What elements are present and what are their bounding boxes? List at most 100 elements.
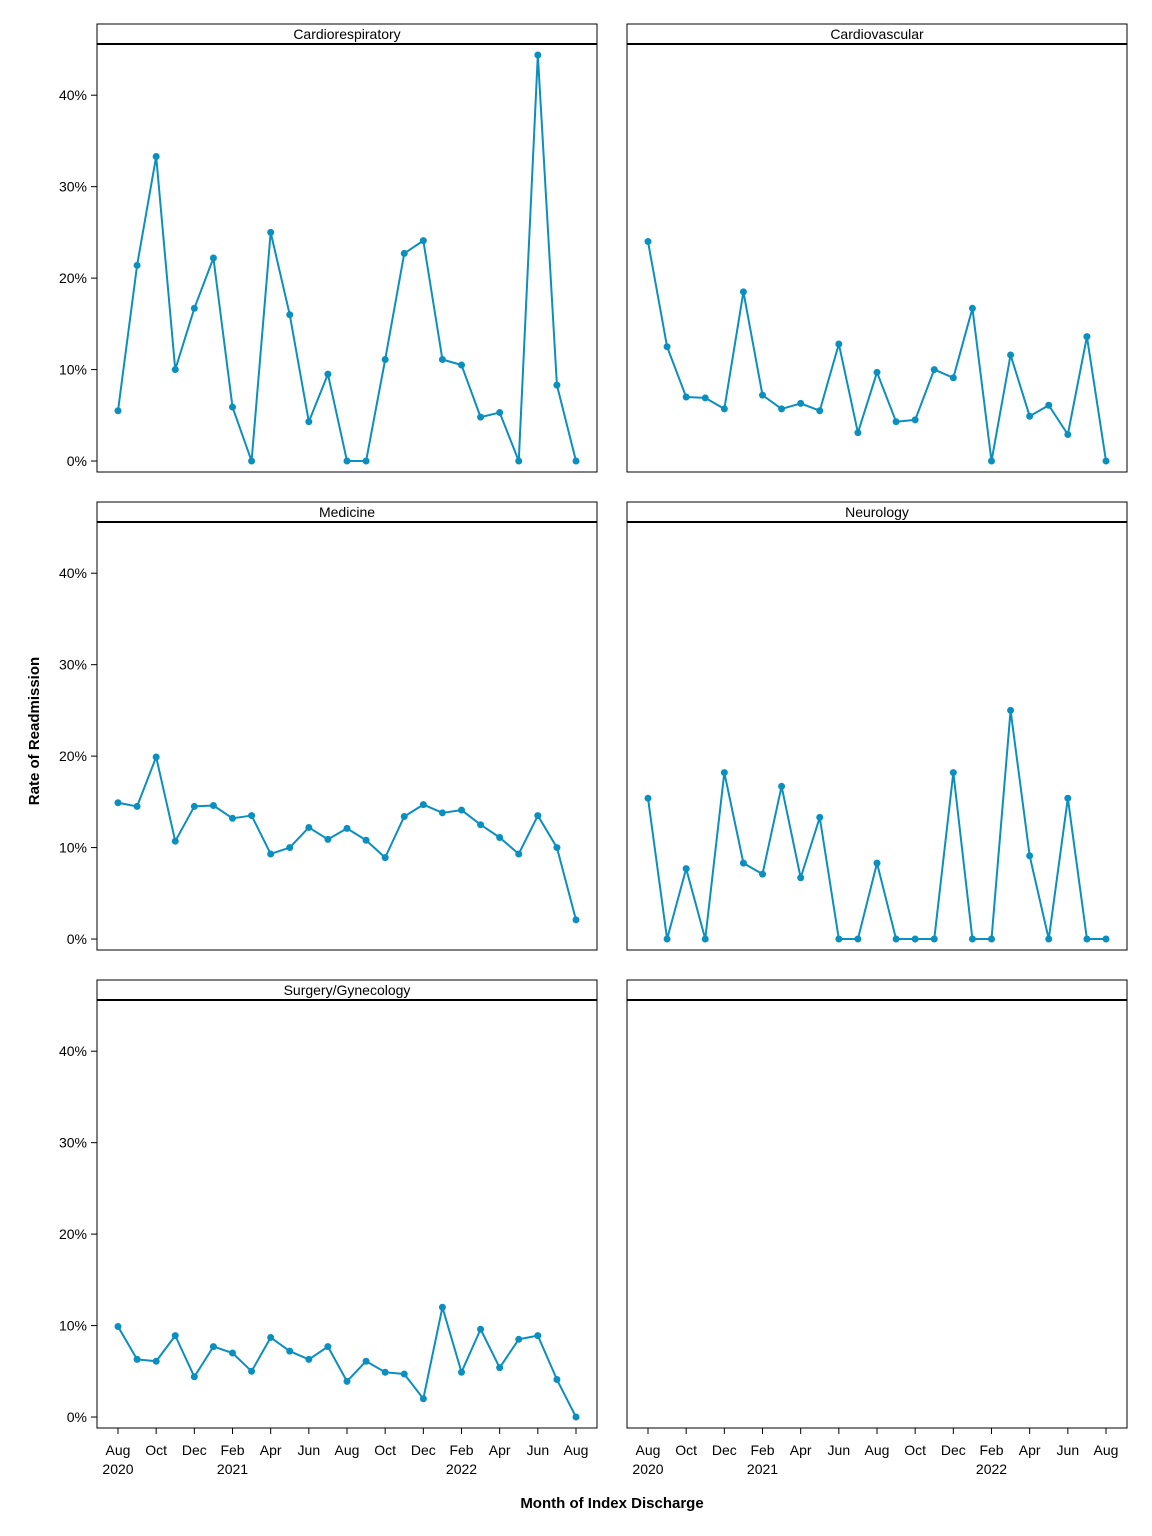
- data-point: [739, 288, 747, 296]
- panels-layer: Cardiorespiratory 0% 10% 20% 30% 40% Cardiovas…: [59, 23, 1128, 1477]
- y-tick-label: 10%: [59, 840, 87, 856]
- data-point: [171, 366, 179, 374]
- x-tick-label: Apr: [489, 1442, 511, 1458]
- data-point: [152, 1357, 160, 1365]
- data-point: [534, 812, 542, 820]
- data-point: [759, 391, 766, 399]
- x-tick-label: Dec: [411, 1442, 436, 1458]
- panel-frame: [626, 43, 1128, 473]
- x-tick-label: Feb: [750, 1442, 774, 1458]
- panel-1: Cardiorespiratory 0% 10% 20% 30% 40%: [59, 23, 598, 473]
- data-point: [496, 409, 504, 417]
- data-point: [248, 812, 256, 820]
- data-point: [400, 812, 408, 820]
- data-point: [419, 1395, 427, 1403]
- x-tick-label: Jun: [828, 1442, 851, 1458]
- x-tick-label: Aug: [106, 1442, 131, 1458]
- x-tick-label: Dec: [941, 1442, 966, 1458]
- data-point: [209, 802, 217, 810]
- panel-title: Cardiovascular: [830, 26, 924, 42]
- data-point: [152, 753, 160, 761]
- data-point: [892, 935, 900, 943]
- y-tick-label: 30%: [59, 657, 87, 673]
- data-point: [968, 304, 976, 312]
- data-point: [1064, 431, 1072, 439]
- y-tick-label: 10%: [59, 1318, 87, 1334]
- data-point: [572, 1413, 580, 1421]
- y-tick-label: 30%: [59, 1135, 87, 1151]
- series-line: [117, 756, 577, 921]
- data-point: [663, 935, 671, 943]
- data-point: [362, 836, 370, 844]
- data-point: [343, 1377, 351, 1385]
- data-point: [720, 769, 728, 777]
- data-point: [248, 457, 256, 465]
- data-point: [324, 835, 332, 843]
- data-point: [381, 1368, 389, 1376]
- data-point: [682, 865, 690, 873]
- series-line: [117, 53, 577, 463]
- x-tick-label: Aug: [636, 1442, 661, 1458]
- data-point: [114, 1322, 122, 1330]
- y-tick-label: 0%: [67, 1409, 87, 1425]
- panel-4: Neurology: [626, 501, 1128, 951]
- x-tick-label: Jun: [527, 1442, 550, 1458]
- data-point: [797, 874, 805, 882]
- data-point: [133, 261, 141, 269]
- data-point: [438, 356, 446, 364]
- data-point: [515, 850, 523, 858]
- series-line: [647, 709, 1106, 941]
- y-tick-label: 40%: [59, 87, 87, 103]
- data-point: [190, 304, 198, 312]
- series-line: [117, 1306, 577, 1418]
- data-point: [190, 1373, 198, 1381]
- data-point: [701, 935, 709, 943]
- panel-title: Surgery/Gynecology: [284, 982, 411, 998]
- data-point: [458, 806, 465, 814]
- data-point: [114, 799, 122, 807]
- x-tick-label: Feb: [220, 1442, 244, 1458]
- data-point: [816, 407, 824, 415]
- data-point: [778, 782, 786, 790]
- data-point: [1007, 706, 1015, 714]
- data-point: [911, 935, 919, 943]
- data-point: [797, 399, 805, 407]
- data-point: [873, 368, 881, 376]
- data-point: [854, 429, 862, 437]
- data-point: [1083, 333, 1091, 341]
- y-tick-label: 10%: [59, 362, 87, 378]
- panel-title: Medicine: [319, 504, 375, 520]
- x-year-label: 2022: [976, 1461, 1007, 1477]
- x-year-label: 2020: [102, 1461, 133, 1477]
- x-tick-label: Oct: [675, 1442, 697, 1458]
- data-point: [419, 237, 427, 245]
- data-point: [267, 1333, 275, 1341]
- data-point: [553, 844, 561, 852]
- data-point: [1102, 457, 1110, 465]
- data-point: [133, 802, 141, 810]
- data-point: [419, 801, 427, 809]
- data-point: [133, 1355, 141, 1363]
- x-tick-label: Feb: [979, 1442, 1003, 1458]
- panel-frame: [96, 43, 598, 473]
- data-point: [515, 1335, 523, 1343]
- x-tick-label: Oct: [904, 1442, 926, 1458]
- data-point: [1102, 935, 1110, 943]
- panel-frame: [626, 521, 1128, 951]
- data-point: [988, 935, 995, 943]
- panel-frame: [626, 999, 1128, 1429]
- data-point: [873, 859, 881, 867]
- data-point: [682, 393, 690, 401]
- data-point: [343, 457, 351, 465]
- x-tick-label: Jun: [1057, 1442, 1080, 1458]
- panel-frame: [96, 999, 598, 1429]
- data-point: [229, 814, 236, 822]
- data-point: [267, 228, 275, 236]
- data-point: [835, 340, 843, 348]
- data-point: [477, 413, 485, 421]
- data-point: [515, 457, 523, 465]
- data-point: [248, 1367, 256, 1375]
- data-point: [644, 238, 652, 246]
- data-point: [778, 405, 786, 413]
- x-tick-label: Aug: [335, 1442, 360, 1458]
